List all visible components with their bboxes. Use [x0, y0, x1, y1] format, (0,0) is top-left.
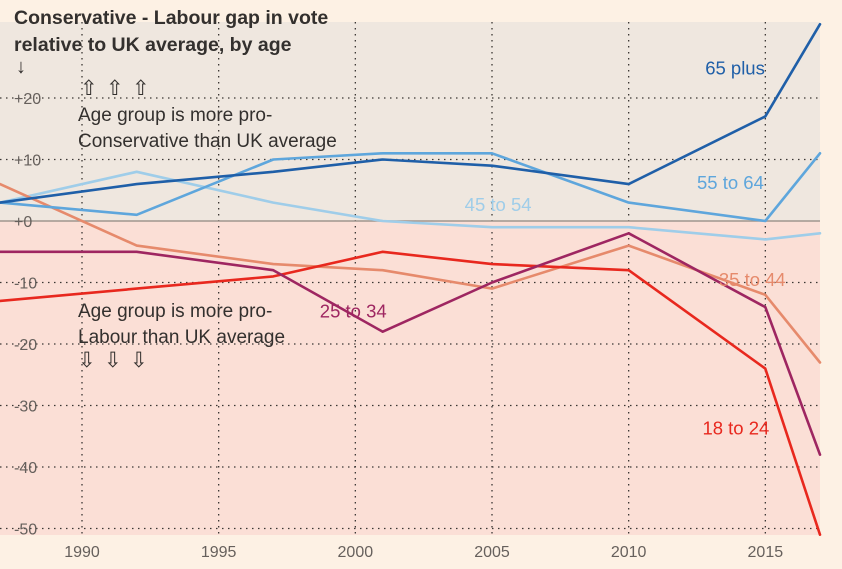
series-label-55-to-64: 55 to 64: [697, 172, 764, 193]
x-tick-label: 1995: [201, 544, 237, 561]
series-label-18-to-24: 18 to 24: [702, 417, 769, 438]
down-arrow-icon: ⇩: [130, 349, 149, 372]
pro-labour-line-1: Age group is more pro-: [78, 301, 273, 322]
x-tick-label: 2005: [474, 544, 510, 561]
y-tick-label: -40: [14, 460, 37, 477]
pro-labour-annotation: Age group is more pro- Labour than UK av…: [78, 299, 285, 351]
pro-labour-shading: [0, 221, 820, 535]
x-tick-label: 2015: [748, 544, 784, 561]
series-line-55-to-64: [0, 152, 822, 223]
series-label-65-plus: 65 plus: [705, 58, 765, 79]
chart-title-line-1: Conservative - Labour gap in vote: [14, 7, 329, 29]
series-lines: [0, 22, 822, 537]
x-tick-label: 2010: [611, 544, 647, 561]
y-tick-label: -10: [14, 276, 37, 293]
y-tick-label: -30: [14, 399, 37, 416]
pro-conservative-line-2: Conservative than UK average: [78, 131, 337, 152]
y-tick-label: -20: [14, 337, 37, 354]
series-line-25-to-34: [0, 232, 822, 457]
series-line-45-to-54: [0, 170, 822, 241]
y-axis-down-arrow-icon: ↓: [16, 56, 26, 78]
series-label-25-to-34: 25 to 34: [320, 301, 387, 322]
down-arrow-icon: ⇩: [78, 349, 97, 372]
x-axis-tick-labels: 1990 1995 2000 2005 2010 2015: [64, 544, 783, 561]
series-label-35-to-44: 35 to 44: [719, 269, 786, 290]
chart-title: Conservative - Labour gap in vote relati…: [14, 5, 328, 59]
series-line-18-to-24: [0, 250, 822, 537]
series-line-65-plus: [0, 22, 822, 204]
pro-conservative-shading: [0, 22, 820, 221]
pro-conservative-annotation: Age group is more pro- Conservative than…: [78, 103, 337, 155]
up-arrows: ⇧ ⇧ ⇧: [80, 76, 158, 101]
x-tick-label: 1990: [64, 544, 100, 561]
y-tick-label: -50: [14, 522, 37, 539]
up-arrow-icon: ⇧: [106, 77, 125, 100]
down-arrow-icon: ⇩: [104, 349, 123, 372]
chart-title-line-2: relative to UK average, by age: [14, 34, 292, 56]
series-labels: 65 plus 55 to 64 45 to 54 35 to 44 25 to 34 1…: [320, 58, 786, 439]
y-tick-label: +10: [14, 153, 41, 170]
pro-conservative-line-1: Age group is more pro-: [78, 105, 273, 126]
series-label-45-to-54: 45 to 54: [465, 194, 532, 215]
up-arrow-icon: ⇧: [80, 77, 99, 100]
grid-lines: [0, 22, 820, 535]
x-tick-label: 2000: [338, 544, 374, 561]
y-tick-label: +20: [14, 91, 41, 108]
series-line-35-to-44: [0, 182, 822, 364]
y-axis-tick-labels: +20 +10 +0 -10 -20 -30 -40 -50: [14, 91, 41, 539]
pro-labour-line-2: Labour than UK average: [78, 327, 286, 348]
down-arrows: ⇩ ⇩ ⇩: [78, 348, 156, 373]
y-tick-label: +0: [14, 214, 32, 231]
up-arrow-icon: ⇧: [132, 77, 151, 100]
